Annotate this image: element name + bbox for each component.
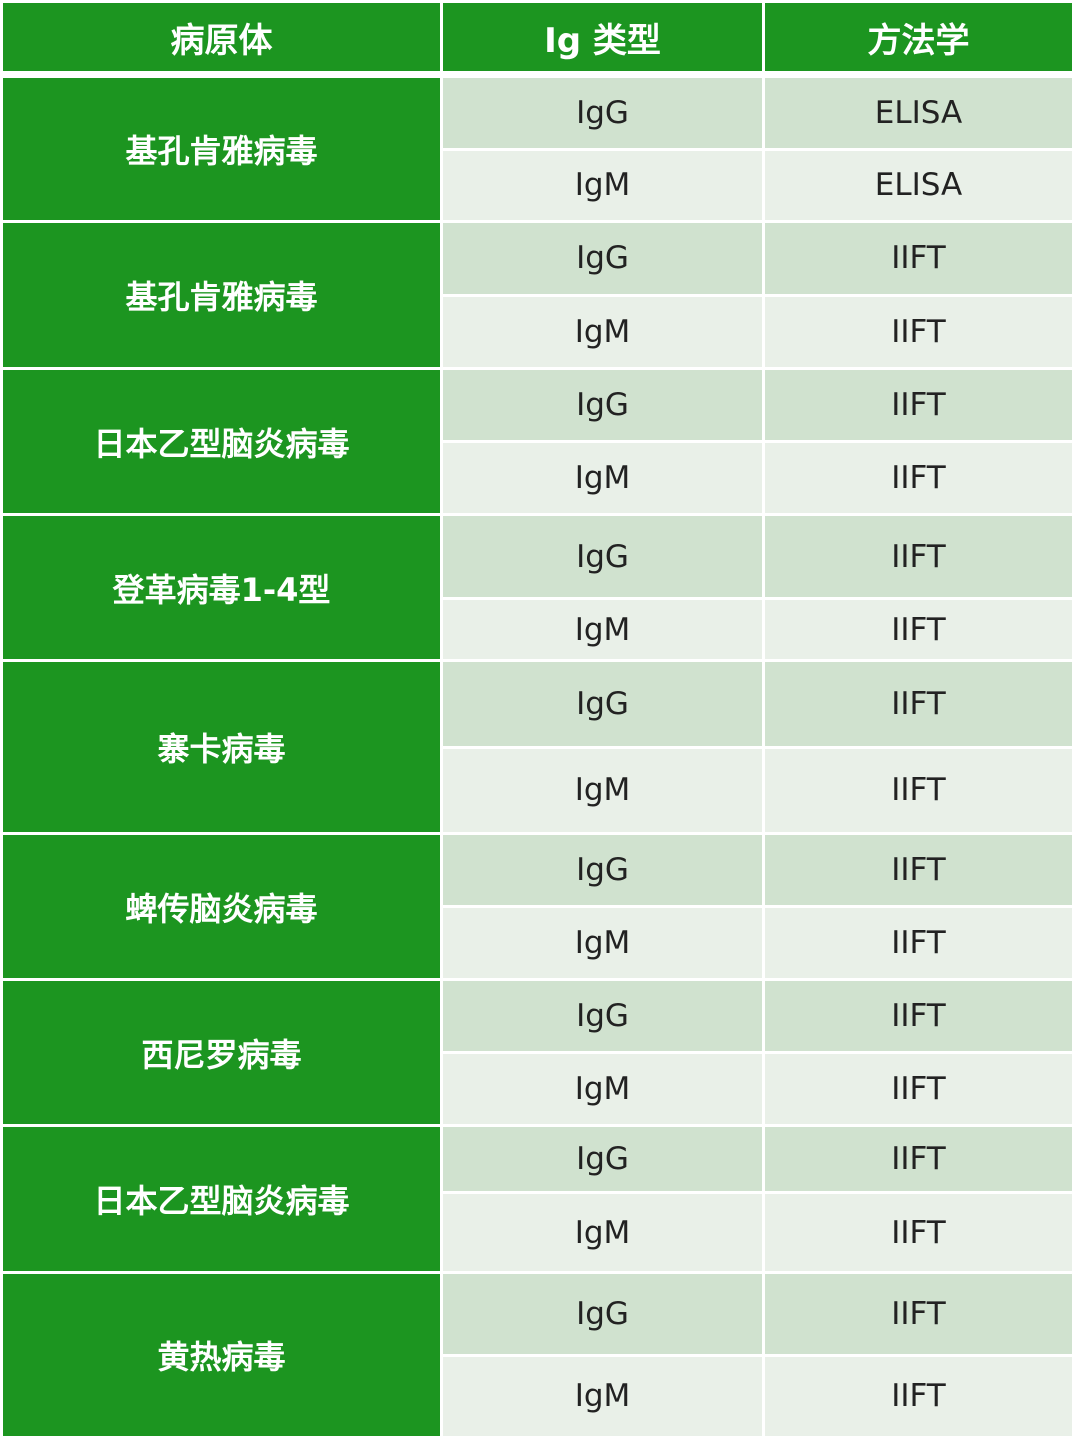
ig-type-cell: IgM [443,748,762,832]
table-row: IgM IIFT [443,296,1072,367]
method-cell: IIFT [765,370,1072,440]
table-row: IgG IIFT [443,223,1072,294]
pathogen-table: 病原体 Ig 类型 方法学 基孔肯雅病毒 IgG ELISA IgM ELISA… [3,3,1072,1439]
sub-rows: IgG IIFT IgM IIFT [443,662,1072,832]
ig-type-cell: IgG [443,981,762,1051]
pathogen-group: 日本乙型脑炎病毒 IgG IIFT IgM IIFT [3,370,1072,513]
pathogen-group: 寨卡病毒 IgG IIFT IgM IIFT [3,662,1072,832]
header-pathogen: 病原体 [3,3,440,71]
pathogen-group: 基孔肯雅病毒 IgG ELISA IgM ELISA [3,78,1072,220]
table-row: IgG IIFT [443,516,1072,598]
pathogen-group: 登革病毒1-4型 IgG IIFT IgM IIFT [3,516,1072,659]
table-row: IgG IIFT [443,981,1072,1051]
method-cell: IIFT [765,443,1072,513]
pathogen-cell: 黄热病毒 [3,1274,440,1436]
pathogen-group: 日本乙型脑炎病毒 IgG IIFT IgM IIFT [3,1127,1072,1271]
pathogen-cell: 蜱传脑炎病毒 [3,835,440,978]
pathogen-cell: 日本乙型脑炎病毒 [3,370,440,513]
sub-rows: IgG IIFT IgM IIFT [443,516,1072,659]
sub-rows: IgG IIFT IgM IIFT [443,1274,1072,1436]
table-row: IgM IIFT [443,443,1072,513]
ig-type-cell: IgG [443,1127,762,1192]
sub-rows: IgG IIFT IgM IIFT [443,835,1072,978]
ig-type-cell: IgM [443,1194,762,1271]
table-row: IgG IIFT [443,662,1072,746]
ig-type-cell: IgM [443,1054,762,1124]
sub-rows: IgG IIFT IgM IIFT [443,981,1072,1124]
sub-rows: IgG IIFT IgM IIFT [443,370,1072,513]
ig-type-cell: IgM [443,908,762,978]
ig-type-cell: IgM [443,296,762,367]
method-cell: IIFT [765,1274,1072,1354]
table-row: IgM IIFT [443,1356,1072,1436]
method-cell: IIFT [765,223,1072,294]
table-row: IgM IIFT [443,600,1072,659]
pathogen-cell: 基孔肯雅病毒 [3,78,440,220]
method-cell: IIFT [765,981,1072,1051]
method-cell: IIFT [765,1127,1072,1192]
table-row: IgM ELISA [443,150,1072,220]
ig-type-cell: IgG [443,78,762,148]
sub-rows: IgG IIFT IgM IIFT [443,223,1072,367]
ig-type-cell: IgM [443,600,762,659]
method-cell: IIFT [765,1054,1072,1124]
ig-type-cell: IgM [443,150,762,220]
method-cell: IIFT [765,908,1072,978]
method-cell: IIFT [765,1194,1072,1271]
sub-rows: IgG IIFT IgM IIFT [443,1127,1072,1271]
ig-type-cell: IgG [443,835,762,905]
pathogen-group: 西尼罗病毒 IgG IIFT IgM IIFT [3,981,1072,1124]
ig-type-cell: IgM [443,443,762,513]
table-row: IgM IIFT [443,908,1072,978]
method-cell: ELISA [765,78,1072,148]
ig-type-cell: IgM [443,1356,762,1436]
method-cell: IIFT [765,516,1072,598]
header-ig-type: Ig 类型 [443,3,762,71]
method-cell: IIFT [765,296,1072,367]
ig-type-cell: IgG [443,516,762,598]
header-method: 方法学 [765,3,1072,71]
method-cell: IIFT [765,835,1072,905]
table-row: IgG IIFT [443,1127,1072,1192]
method-cell: ELISA [765,150,1072,220]
pathogen-group: 黄热病毒 IgG IIFT IgM IIFT [3,1274,1072,1436]
table-row: IgG IIFT [443,835,1072,905]
pathogen-group: 基孔肯雅病毒 IgG IIFT IgM IIFT [3,223,1072,367]
pathogen-group: 蜱传脑炎病毒 IgG IIFT IgM IIFT [3,835,1072,978]
table-row: IgG ELISA [443,78,1072,148]
ig-type-cell: IgG [443,223,762,294]
table-row: IgM IIFT [443,748,1072,832]
table-row: IgM IIFT [443,1194,1072,1271]
ig-type-cell: IgG [443,1274,762,1354]
pathogen-cell: 日本乙型脑炎病毒 [3,1127,440,1271]
table-row: IgM IIFT [443,1054,1072,1124]
method-cell: IIFT [765,748,1072,832]
table-row: IgG IIFT [443,370,1072,440]
pathogen-cell: 西尼罗病毒 [3,981,440,1124]
pathogen-cell: 寨卡病毒 [3,662,440,832]
sub-rows: IgG ELISA IgM ELISA [443,78,1072,220]
pathogen-cell: 基孔肯雅病毒 [3,223,440,367]
method-cell: IIFT [765,662,1072,746]
ig-type-cell: IgG [443,370,762,440]
table-row: IgG IIFT [443,1274,1072,1354]
pathogen-cell: 登革病毒1-4型 [3,516,440,659]
table-header: 病原体 Ig 类型 方法学 [3,3,1072,71]
ig-type-cell: IgG [443,662,762,746]
method-cell: IIFT [765,600,1072,659]
method-cell: IIFT [765,1356,1072,1436]
